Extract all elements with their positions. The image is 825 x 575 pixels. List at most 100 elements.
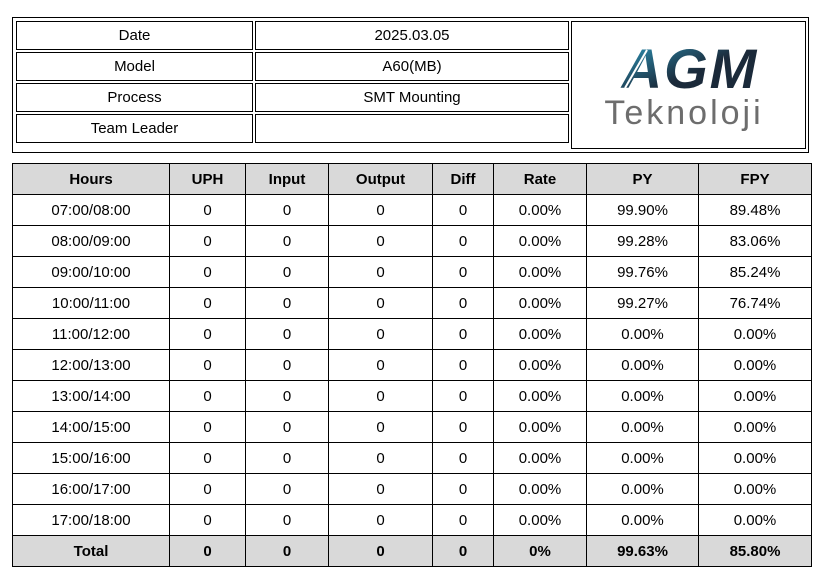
cell-diff: 0 bbox=[432, 287, 494, 319]
cell-hours: 15:00/16:00 bbox=[12, 442, 170, 474]
cell-fpy: 0.00% bbox=[698, 504, 812, 536]
cell-hours: 12:00/13:00 bbox=[12, 349, 170, 381]
cell-hours: 13:00/14:00 bbox=[12, 380, 170, 412]
cell-uph: 0 bbox=[169, 349, 246, 381]
cell-input: 0 bbox=[245, 473, 329, 505]
logo-stripe bbox=[588, 49, 612, 89]
process-label: Process bbox=[16, 83, 253, 112]
total-uph: 0 bbox=[169, 535, 246, 567]
cell-py: 0.00% bbox=[586, 380, 699, 412]
column-header-hours: Hours bbox=[12, 163, 170, 195]
logo-stripe bbox=[579, 49, 603, 89]
cell-input: 0 bbox=[245, 194, 329, 226]
info-table: Date 2025.03.05 Model A60(MB) Process SM… bbox=[14, 19, 571, 145]
cell-uph: 0 bbox=[169, 504, 246, 536]
cell-fpy: 76.74% bbox=[698, 287, 812, 319]
model-label: Model bbox=[16, 52, 253, 81]
cell-hours: 17:00/18:00 bbox=[12, 504, 170, 536]
cell-py: 99.27% bbox=[586, 287, 699, 319]
column-header-uph: UPH bbox=[169, 163, 246, 195]
cell-hours: 14:00/15:00 bbox=[12, 411, 170, 443]
table-total-row: Total 0 0 0 0 0% 99.63% 85.80% bbox=[12, 535, 812, 567]
cell-input: 0 bbox=[245, 504, 329, 536]
cell-diff: 0 bbox=[432, 349, 494, 381]
cell-rate: 0.00% bbox=[493, 256, 587, 288]
total-diff: 0 bbox=[432, 535, 494, 567]
logo-stripe bbox=[606, 49, 630, 89]
cell-rate: 0.00% bbox=[493, 411, 587, 443]
cell-uph: 0 bbox=[169, 318, 246, 350]
cell-py: 0.00% bbox=[586, 318, 699, 350]
cell-hours: 10:00/11:00 bbox=[12, 287, 170, 319]
cell-fpy: 0.00% bbox=[698, 411, 812, 443]
cell-output: 0 bbox=[328, 504, 433, 536]
hourly-production-table: Hours UPH Input Output Diff Rate PY FPY 07:00/0… bbox=[12, 163, 812, 567]
logo-stripe bbox=[624, 49, 648, 89]
logo-stripe bbox=[597, 49, 621, 89]
info-row-process: Process SMT Mounting bbox=[16, 83, 569, 112]
cell-uph: 0 bbox=[169, 287, 246, 319]
total-hours: Total bbox=[12, 535, 170, 567]
table-row: 13:00/14:00 0 0 0 0 0.00% 0.00% 0.00% bbox=[12, 380, 812, 412]
team-leader-value bbox=[255, 114, 569, 143]
cell-output: 0 bbox=[328, 194, 433, 226]
logo-sub-text: Teknoloji bbox=[604, 94, 763, 132]
cell-rate: 0.00% bbox=[493, 473, 587, 505]
cell-input: 0 bbox=[245, 287, 329, 319]
cell-fpy: 83.06% bbox=[698, 225, 812, 257]
cell-input: 0 bbox=[245, 380, 329, 412]
cell-uph: 0 bbox=[169, 411, 246, 443]
cell-hours: 16:00/17:00 bbox=[12, 473, 170, 505]
cell-py: 0.00% bbox=[586, 504, 699, 536]
cell-py: 0.00% bbox=[586, 473, 699, 505]
cell-fpy: 0.00% bbox=[698, 442, 812, 474]
cell-output: 0 bbox=[328, 256, 433, 288]
cell-rate: 0.00% bbox=[493, 318, 587, 350]
column-header-fpy: FPY bbox=[698, 163, 812, 195]
cell-fpy: 0.00% bbox=[698, 473, 812, 505]
cell-rate: 0.00% bbox=[493, 380, 587, 412]
cell-rate: 0.00% bbox=[493, 504, 587, 536]
cell-fpy: 89.48% bbox=[698, 194, 812, 226]
cell-rate: 0.00% bbox=[493, 349, 587, 381]
info-row-model: Model A60(MB) bbox=[16, 52, 569, 81]
cell-output: 0 bbox=[328, 287, 433, 319]
cell-diff: 0 bbox=[432, 473, 494, 505]
cell-input: 0 bbox=[245, 349, 329, 381]
cell-uph: 0 bbox=[169, 380, 246, 412]
table-row: 12:00/13:00 0 0 0 0 0.00% 0.00% 0.00% bbox=[12, 349, 812, 381]
cell-diff: 0 bbox=[432, 380, 494, 412]
cell-hours: 11:00/12:00 bbox=[12, 318, 170, 350]
column-header-output: Output bbox=[328, 163, 433, 195]
logo-stripes bbox=[579, 49, 648, 89]
table-row: 16:00/17:00 0 0 0 0 0.00% 0.00% 0.00% bbox=[12, 473, 812, 505]
table-row: 08:00/09:00 0 0 0 0 0.00% 99.28% 83.06% bbox=[12, 225, 812, 257]
cell-py: 0.00% bbox=[586, 349, 699, 381]
table-row: 10:00/11:00 0 0 0 0 0.00% 99.27% 76.74% bbox=[12, 287, 812, 319]
cell-py: 99.28% bbox=[586, 225, 699, 257]
cell-diff: 0 bbox=[432, 442, 494, 474]
cell-fpy: 0.00% bbox=[698, 349, 812, 381]
cell-uph: 0 bbox=[169, 442, 246, 474]
cell-py: 99.76% bbox=[586, 256, 699, 288]
cell-rate: 0.00% bbox=[493, 225, 587, 257]
cell-uph: 0 bbox=[169, 225, 246, 257]
cell-output: 0 bbox=[328, 380, 433, 412]
table-row: 14:00/15:00 0 0 0 0 0.00% 0.00% 0.00% bbox=[12, 411, 812, 443]
cell-diff: 0 bbox=[432, 318, 494, 350]
cell-py: 0.00% bbox=[586, 411, 699, 443]
cell-output: 0 bbox=[328, 225, 433, 257]
column-header-py: PY bbox=[586, 163, 699, 195]
company-logo: AGM Teknoloji bbox=[571, 21, 806, 149]
cell-rate: 0.00% bbox=[493, 442, 587, 474]
column-header-diff: Diff bbox=[432, 163, 494, 195]
cell-input: 0 bbox=[245, 225, 329, 257]
info-row-leader: Team Leader bbox=[16, 114, 569, 143]
agm-logo-mark: AGM Teknoloji bbox=[579, 37, 763, 132]
table-row: 11:00/12:00 0 0 0 0 0.00% 0.00% 0.00% bbox=[12, 318, 812, 350]
cell-input: 0 bbox=[245, 442, 329, 474]
team-leader-label: Team Leader bbox=[16, 114, 253, 143]
table-row: 17:00/18:00 0 0 0 0 0.00% 0.00% 0.00% bbox=[12, 504, 812, 536]
cell-hours: 08:00/09:00 bbox=[12, 225, 170, 257]
total-output: 0 bbox=[328, 535, 433, 567]
